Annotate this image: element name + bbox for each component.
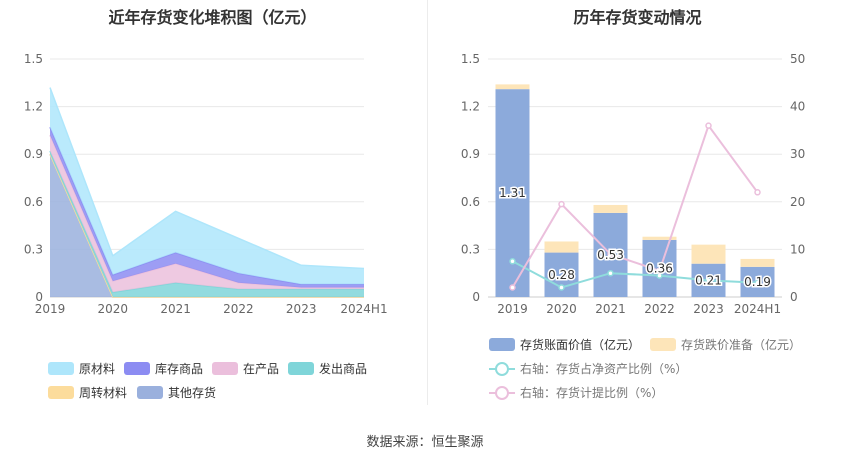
line-point	[607, 269, 614, 277]
line-右轴：存货计提比例（%）	[511, 123, 759, 288]
legend-item-goods-shipped[interactable]: 发出商品	[288, 360, 367, 377]
y2-tick-label: 10	[790, 242, 805, 256]
x-tick-label: 2019	[497, 302, 528, 316]
line-point	[558, 200, 565, 208]
legend-label: 在产品	[243, 362, 280, 376]
legend-swatch	[489, 338, 515, 351]
y-tick-label: 0	[472, 290, 480, 304]
x-tick-label: 2023	[286, 302, 317, 316]
line-point	[705, 277, 712, 284]
bar-存货跌价准备（亿元）	[593, 204, 628, 213]
bar-存货跌价准备（亿元）	[691, 244, 726, 264]
line-point	[558, 284, 565, 291]
x-tick-label: 2024H1	[734, 302, 781, 316]
bar-data-label: 0.19	[744, 275, 771, 289]
y-tick-label: 0.9	[24, 147, 43, 161]
legend-item-turnover-materials[interactable]: 周转材料	[48, 384, 127, 401]
line-point	[509, 258, 516, 265]
legend-item-work-in-progress[interactable]: 在产品	[212, 360, 279, 377]
bar-存货跌价准备（亿元）	[495, 84, 530, 90]
legend-item-impairment[interactable]: 存货跌价准备（亿元）	[650, 336, 801, 353]
line-point	[705, 122, 712, 129]
legend-label: 存货账面价值（亿元）	[520, 338, 641, 352]
bar-存货跌价准备（亿元）	[544, 241, 579, 253]
line-point	[754, 279, 761, 286]
area-原材料	[50, 87, 364, 285]
left-stacked-area-chart: 0 0.3 0.6 0.9 1.2 1.5 2019 2020 2021 2022 2023 2024…	[24, 52, 388, 316]
x-tick-label: 2021	[160, 302, 191, 316]
y-tick-label: 1.5	[461, 52, 480, 66]
legend-swatch	[137, 386, 163, 399]
legend-swatch	[212, 362, 238, 375]
y-tick-label: 1.2	[24, 100, 43, 114]
x-tick-label: 2023	[693, 302, 724, 316]
left-chart-title: 近年存货变化堆积图（亿元）	[108, 8, 317, 27]
legend-label: 原材料	[79, 362, 116, 376]
y2-tick-label: 20	[790, 195, 805, 209]
area-edge-原材料	[49, 87, 365, 270]
legend-swatch	[650, 338, 676, 351]
right-chart-title: 历年存货变动情况	[573, 8, 702, 27]
line-point	[656, 267, 663, 275]
legend-swatch	[288, 362, 314, 375]
x-tick-label: 2022	[644, 302, 675, 316]
left-chart-panel: 近年存货变化堆积图（亿元） 0 0.3 0.6 0.9 1.2 1.5 2019 2020 20…	[0, 0, 425, 410]
legend-item-provision-ratio[interactable]: 右轴：存货计提比例（%）	[489, 384, 663, 401]
y-tick-label: 0.3	[461, 242, 480, 256]
bar-存货跌价准备（亿元）	[740, 258, 775, 267]
legend-label: 库存商品	[155, 362, 204, 376]
legend-line-marker	[489, 385, 515, 400]
y2-tick-label: 0	[790, 290, 798, 304]
line-point	[754, 189, 761, 196]
x-tick-label: 2022	[223, 302, 254, 316]
legend-item-raw-materials[interactable]: 原材料	[48, 360, 115, 377]
legend-swatch	[48, 386, 74, 399]
y2-tick-label: 40	[790, 100, 805, 114]
legend-line-marker	[489, 361, 515, 376]
legend-label: 右轴：存货占净资产比例（%）	[520, 362, 688, 376]
x-tick-label: 2020	[546, 302, 577, 316]
y-tick-label: 0.6	[461, 195, 480, 209]
x-tick-label: 2020	[98, 302, 129, 316]
right-chart-panel: 历年存货变动情况 0 0.3 0.6 0.9 1.2 1.5 0 10 20 30 40 50 2019…	[425, 0, 850, 410]
right-bar-line-chart: 0 0.3 0.6 0.9 1.2 1.5 0 10 20 30 40 50 2019 2020 2021 2…	[461, 52, 805, 316]
y-tick-label: 0	[35, 290, 43, 304]
y-tick-label: 0.9	[461, 147, 480, 161]
y-tick-label: 1.2	[461, 100, 480, 114]
legend-swatch	[48, 362, 74, 375]
bar-data-label: 0.28	[548, 268, 575, 282]
bar-data-label: 0.53	[597, 248, 624, 262]
bar-data-label: 0.21	[695, 273, 722, 287]
data-source-footer: 数据来源：恒生聚源	[366, 435, 484, 450]
area-edge-发出商品	[49, 150, 364, 294]
bar-data-label: 1.31	[499, 186, 526, 200]
line-point	[607, 250, 614, 258]
legend-swatch	[124, 362, 150, 375]
x-tick-label: 2024H1	[340, 302, 387, 316]
legend-item-net-asset-ratio[interactable]: 右轴：存货占净资产比例（%）	[489, 360, 687, 377]
legend-label: 右轴：存货计提比例（%）	[520, 386, 664, 400]
y2-tick-label: 30	[790, 147, 805, 161]
y-tick-label: 1.5	[24, 52, 43, 66]
y-tick-label: 0.6	[24, 195, 43, 209]
legend-item-finished-goods[interactable]: 库存商品	[124, 360, 203, 377]
y2-tick-label: 50	[790, 52, 805, 66]
y-tick-label: 0.3	[24, 242, 43, 256]
bar-存货跌价准备（亿元）	[642, 236, 677, 240]
line-右轴：存货占净资产比例（%）	[512, 260, 758, 289]
legend-label: 周转材料	[79, 386, 128, 400]
legend-label: 其他存货	[168, 386, 217, 400]
area-其他存货	[50, 154, 364, 297]
legend-label: 发出商品	[319, 362, 368, 376]
bar-data-label: 0.36	[646, 261, 673, 275]
line-point	[509, 284, 516, 291]
legend-item-other-inventory[interactable]: 其他存货	[137, 384, 216, 401]
panel-divider	[427, 0, 428, 405]
x-tick-label: 2019	[35, 302, 66, 316]
legend-item-book-value[interactable]: 存货账面价值（亿元）	[489, 336, 640, 353]
legend-label: 存货跌价准备（亿元）	[681, 338, 802, 352]
x-tick-label: 2021	[595, 302, 626, 316]
